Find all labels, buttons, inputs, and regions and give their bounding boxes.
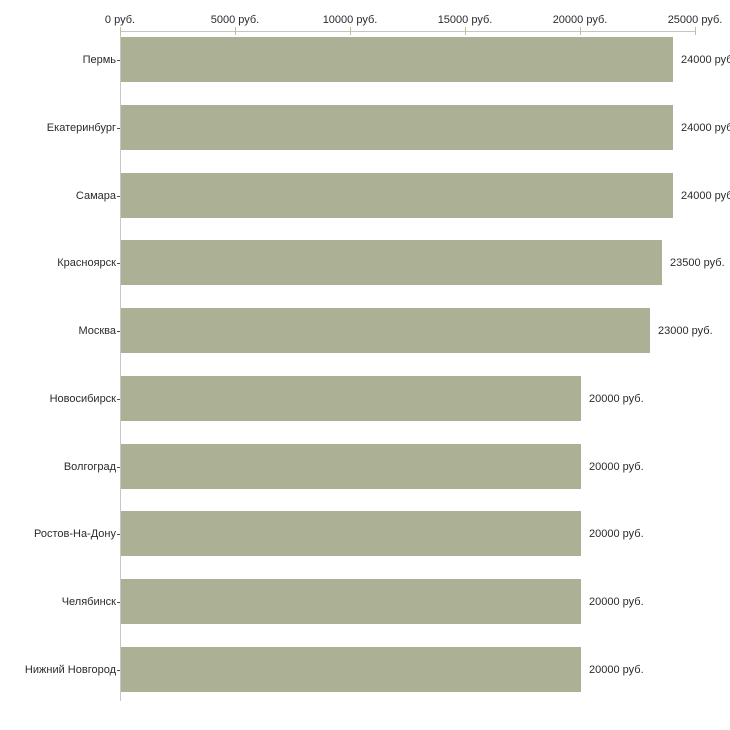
category-label: Волгоград bbox=[63, 460, 116, 473]
value-bar bbox=[121, 37, 673, 82]
category-tick-mark bbox=[117, 399, 120, 400]
value-label: 20000 руб. bbox=[589, 527, 644, 540]
value-axis-tick-label: 25000 руб. bbox=[667, 14, 723, 26]
value-axis-tick-label: 0 руб. bbox=[104, 14, 136, 26]
category-tick-mark bbox=[117, 60, 120, 61]
value-bar bbox=[121, 240, 662, 285]
value-bar bbox=[121, 579, 581, 624]
value-label: 24000 руб. bbox=[681, 121, 730, 134]
category-tick-mark bbox=[117, 331, 120, 332]
category-tick-mark bbox=[117, 263, 120, 264]
value-axis-tick-mark bbox=[465, 27, 466, 35]
value-axis-tick-mark bbox=[235, 27, 236, 35]
value-bar bbox=[121, 173, 673, 218]
category-tick-mark bbox=[117, 602, 120, 603]
value-label: 23000 руб. bbox=[658, 324, 713, 337]
value-label: 24000 руб. bbox=[681, 189, 730, 202]
category-label: Нижний Новгород bbox=[24, 663, 116, 676]
value-label: 20000 руб. bbox=[589, 460, 644, 473]
category-label: Челябинск bbox=[61, 595, 116, 608]
value-axis-tick-label: 10000 руб. bbox=[322, 14, 378, 26]
top-axis-line bbox=[120, 31, 696, 32]
value-bar bbox=[121, 444, 581, 489]
category-label: Новосибирск bbox=[49, 392, 116, 405]
category-tick-mark bbox=[117, 196, 120, 197]
value-label: 24000 руб. bbox=[681, 53, 730, 66]
value-label: 20000 руб. bbox=[589, 595, 644, 608]
value-bar bbox=[121, 647, 581, 692]
category-tick-mark bbox=[117, 128, 120, 129]
category-tick-mark bbox=[117, 534, 120, 535]
value-axis-tick-label: 20000 руб. bbox=[552, 14, 608, 26]
value-label: 20000 руб. bbox=[589, 663, 644, 676]
value-label: 23500 руб. bbox=[670, 256, 725, 269]
category-label: Пермь bbox=[82, 53, 116, 66]
category-tick-mark bbox=[117, 467, 120, 468]
value-label: 20000 руб. bbox=[589, 392, 644, 405]
category-label: Красноярск bbox=[57, 256, 116, 269]
value-axis-tick-mark bbox=[695, 27, 696, 35]
category-label: Москва bbox=[78, 324, 116, 337]
value-axis-tick-mark bbox=[580, 27, 581, 35]
value-bar bbox=[121, 376, 581, 421]
category-label: Екатеринбург bbox=[46, 121, 116, 134]
value-axis-tick-mark bbox=[350, 27, 351, 35]
value-bar bbox=[121, 511, 581, 556]
left-axis-line bbox=[120, 31, 121, 701]
value-bar bbox=[121, 105, 673, 150]
category-tick-mark bbox=[117, 670, 120, 671]
category-label: Ростов-На-Дону bbox=[33, 527, 116, 540]
category-label: Самара bbox=[75, 189, 116, 202]
value-axis-tick-label: 15000 руб. bbox=[437, 14, 493, 26]
value-axis-tick-label: 5000 руб. bbox=[210, 14, 260, 26]
value-bar bbox=[121, 308, 650, 353]
value-axis-tick-mark bbox=[120, 27, 121, 35]
